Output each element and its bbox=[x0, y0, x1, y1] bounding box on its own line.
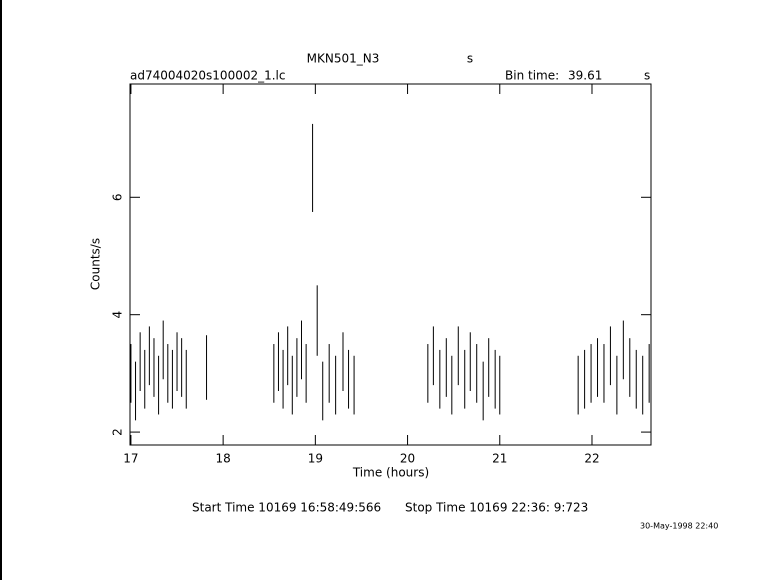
date-stamp: 30-May-1998 22:40 bbox=[640, 522, 718, 531]
stop-time: Stop Time 10169 22:36: 9:723 bbox=[405, 501, 588, 515]
y-tick-label: 2 bbox=[111, 428, 125, 436]
x-tick-label: 21 bbox=[492, 452, 507, 466]
x-tick-label: 22 bbox=[584, 452, 599, 466]
x-axis-label: Time (hours) bbox=[352, 466, 429, 480]
title-unit: s bbox=[467, 52, 473, 66]
x-tick-label: 19 bbox=[308, 452, 323, 466]
x-tick-label: 20 bbox=[400, 452, 415, 466]
subtitle: ad74004020s100002_1.lc bbox=[130, 69, 286, 83]
x-tick-label: 17 bbox=[123, 452, 138, 466]
start-time: Start Time 10169 16:58:49:566 bbox=[192, 501, 381, 515]
bin-unit: s bbox=[644, 69, 650, 83]
y-tick-label: 4 bbox=[111, 311, 125, 319]
bin-value: 39.61 bbox=[568, 69, 602, 83]
y-tick-label: 6 bbox=[111, 193, 125, 201]
y-axis-label: Counts/s bbox=[89, 238, 103, 290]
bin-label: Bin time: bbox=[505, 69, 559, 83]
chart-title: MKN501_N3 bbox=[307, 52, 380, 66]
x-tick-label: 18 bbox=[215, 452, 230, 466]
plot-frame bbox=[129, 83, 652, 446]
